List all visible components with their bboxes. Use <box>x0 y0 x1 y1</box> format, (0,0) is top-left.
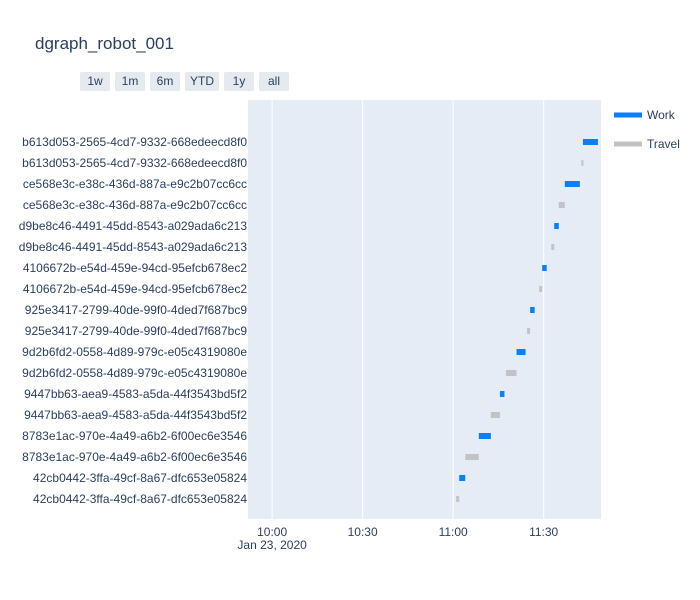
legend: Work Travel <box>614 108 680 151</box>
task-bar-work[interactable] <box>499 391 505 397</box>
range-button-1m[interactable]: 1m <box>115 72 145 91</box>
y-tick-label: 4106672b-e54d-459e-94cd-95efcb678ec2 <box>23 261 248 275</box>
x-tick-label: 10:00 <box>257 525 287 539</box>
task-bar-travel[interactable] <box>527 328 531 334</box>
task-bar-travel[interactable] <box>465 454 479 460</box>
x-axis-labels: 10:00 10:30 11:00 11:30 Jan 23, 2020 <box>237 525 558 552</box>
x-tick-label: 10:30 <box>348 525 378 539</box>
y-tick-label: 9447bb63-aea9-4583-a5da-44f3543bd5f2 <box>24 408 247 422</box>
range-button-all[interactable]: all <box>259 72 289 91</box>
task-bar-work[interactable] <box>542 265 547 271</box>
legend-label-work[interactable]: Work <box>647 108 676 122</box>
task-bar-travel[interactable] <box>456 496 460 502</box>
y-tick-label: 9447bb63-aea9-4583-a5da-44f3543bd5f2 <box>24 387 247 401</box>
task-bar-travel[interactable] <box>539 286 543 292</box>
plot-area[interactable] <box>248 100 601 519</box>
range-button-1w[interactable]: 1w <box>80 72 110 91</box>
task-bar-travel[interactable] <box>505 370 517 376</box>
task-bar-work[interactable] <box>516 349 526 355</box>
range-button-1y[interactable]: 1y <box>224 72 254 91</box>
task-bar-travel[interactable] <box>558 202 565 208</box>
task-bar-travel[interactable] <box>551 244 555 250</box>
task-bar-travel[interactable] <box>581 160 584 166</box>
y-tick-label: d9be8c46-4491-45dd-8543-a029ada6c213 <box>19 240 248 254</box>
y-tick-label: 9d2b6fd2-0558-4d89-979c-e05c4319080e <box>22 345 247 359</box>
x-tick-label: 11:30 <box>529 525 558 539</box>
legend-label-travel[interactable]: Travel <box>647 137 680 151</box>
task-bar-work[interactable] <box>554 223 559 229</box>
chart-title: dgraph_robot_001 <box>35 34 174 53</box>
y-tick-label: ce568e3c-e38c-436d-887a-e9c2b07cc6cc <box>23 198 247 212</box>
task-bar-work[interactable] <box>478 433 491 439</box>
y-tick-label: 42cb0442-3ffa-49cf-8a67-dfc653e05824 <box>33 471 247 485</box>
range-button-ytd[interactable]: YTD <box>185 72 219 91</box>
task-bar-work[interactable] <box>530 307 535 313</box>
task-bar-work[interactable] <box>564 181 580 187</box>
y-tick-label: 42cb0442-3ffa-49cf-8a67-dfc653e05824 <box>33 492 247 506</box>
y-tick-label: 4106672b-e54d-459e-94cd-95efcb678ec2 <box>23 282 248 296</box>
task-bars <box>456 139 598 502</box>
y-tick-label: d9be8c46-4491-45dd-8543-a029ada6c213 <box>19 219 248 233</box>
y-tick-label: b613d053-2565-4cd7-9332-668edeecd8f0 <box>22 135 247 149</box>
y-tick-label: 9d2b6fd2-0558-4d89-979c-e05c4319080e <box>22 366 247 380</box>
task-bar-work[interactable] <box>582 139 598 145</box>
y-tick-label: ce568e3c-e38c-436d-887a-e9c2b07cc6cc <box>23 177 247 191</box>
y-axis-labels: b613d053-2565-4cd7-9332-668edeecd8f0 b613… <box>19 135 248 506</box>
x-tick-label: 11:00 <box>439 525 468 539</box>
range-button-6m[interactable]: 6m <box>150 72 180 91</box>
y-tick-label: 925e3417-2799-40de-99f0-4ded7f687bc9 <box>25 303 248 317</box>
gridlines <box>271 100 545 519</box>
y-tick-label: 8783e1ac-970e-4a49-a6b2-6f00ec6e3546 <box>22 429 247 443</box>
y-tick-label: 925e3417-2799-40de-99f0-4ded7f687bc9 <box>25 324 248 338</box>
y-tick-label: 8783e1ac-970e-4a49-a6b2-6f00ec6e3546 <box>22 450 247 464</box>
y-tick-label: b613d053-2565-4cd7-9332-668edeecd8f0 <box>22 156 247 170</box>
task-bar-work[interactable] <box>459 475 466 481</box>
task-bar-travel[interactable] <box>490 412 500 418</box>
x-axis-date-label: Jan 23, 2020 <box>237 538 307 552</box>
